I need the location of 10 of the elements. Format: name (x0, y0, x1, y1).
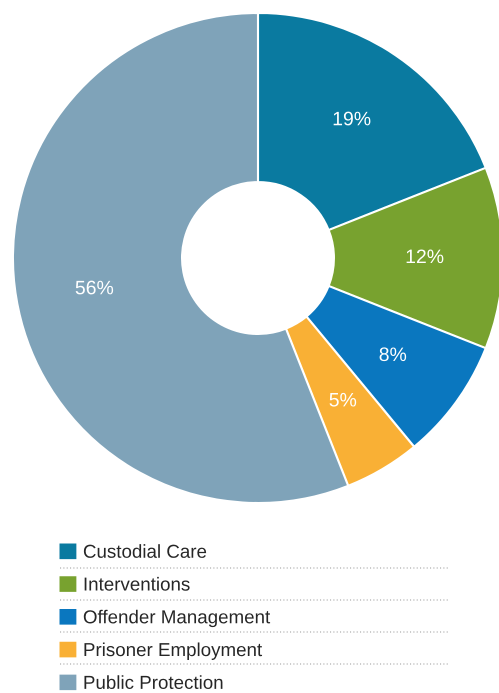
legend-label: Interventions (84, 576, 190, 591)
data-label: 12% (406, 249, 444, 264)
data-label: 19% (334, 112, 370, 126)
legend-label: Custodial Care (84, 544, 206, 558)
legend-label: Public Protection (84, 675, 222, 689)
data-label: 5% (330, 392, 356, 407)
data-label: 56% (76, 280, 114, 294)
data-label: 8% (380, 347, 406, 362)
legend-label: Prisoner Employment (84, 642, 262, 660)
legend-label: Offender Management (84, 610, 270, 628)
